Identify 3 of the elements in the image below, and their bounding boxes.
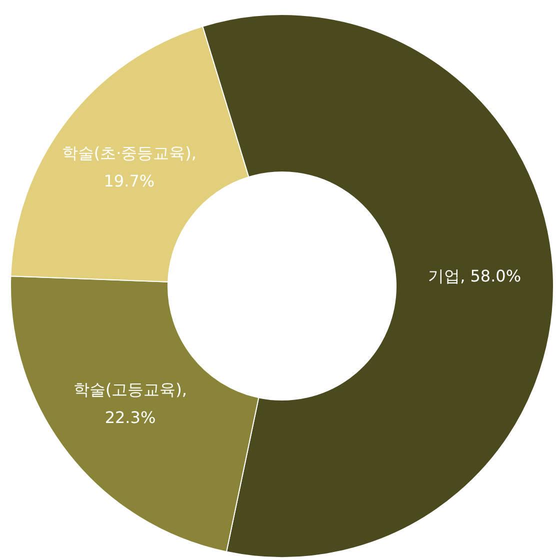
slice-label: 기업, 58.0% (428, 266, 522, 286)
slice-label: 학술(초·중등교육), 19.7% (62, 144, 196, 191)
slice-label: 학술(고등교육), 22.3% (73, 380, 188, 427)
